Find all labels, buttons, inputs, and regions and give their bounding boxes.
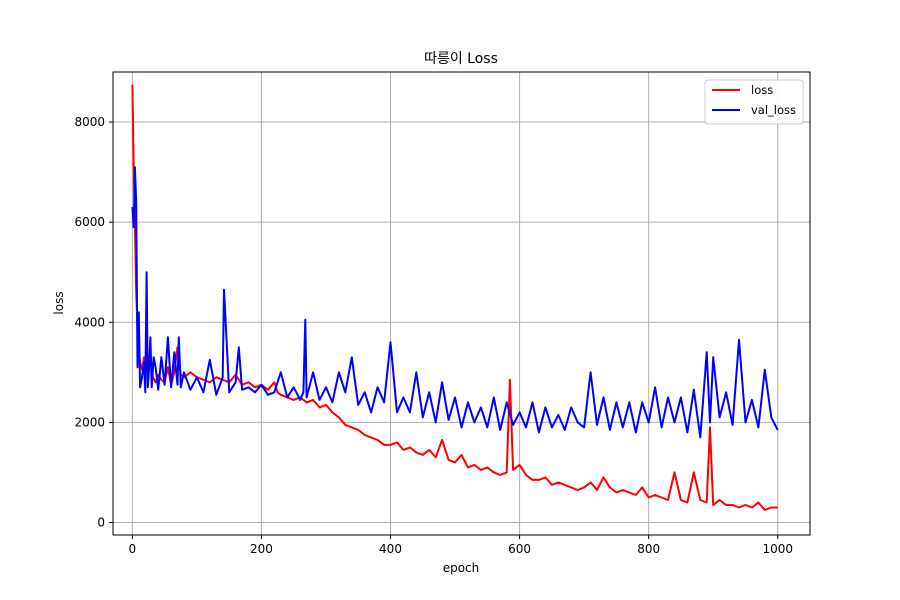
y-tick-label: 4000 — [74, 315, 105, 329]
y-tick-label: 8000 — [74, 115, 105, 129]
legend: loss val_loss — [704, 79, 804, 125]
legend-label-loss: loss — [751, 83, 773, 97]
legend-label-val-loss: val_loss — [751, 103, 796, 117]
x-tick-label: 0 — [129, 542, 137, 556]
y-tick-label: 6000 — [74, 215, 105, 229]
series-line-val-loss — [131, 166, 779, 439]
series-layer — [131, 84, 779, 511]
x-tick-label: 800 — [637, 542, 660, 556]
x-axis-label: epoch — [443, 561, 480, 575]
chart-title: 따릉이 Loss — [424, 51, 498, 67]
x-tick-label: 400 — [379, 542, 402, 556]
x-tick-label: 600 — [508, 542, 531, 556]
ticks: 0 200 400 600 800 1000 0 2000 4000 6000 8000 — [74, 115, 793, 556]
y-axis-label: loss — [52, 291, 66, 314]
y-tick-label: 0 — [97, 515, 105, 529]
y-tick-label: 2000 — [74, 415, 105, 429]
x-tick-label: 200 — [250, 542, 273, 556]
x-tick-label: 1000 — [762, 542, 793, 556]
grid — [113, 72, 810, 535]
plot-frame — [112, 71, 811, 536]
